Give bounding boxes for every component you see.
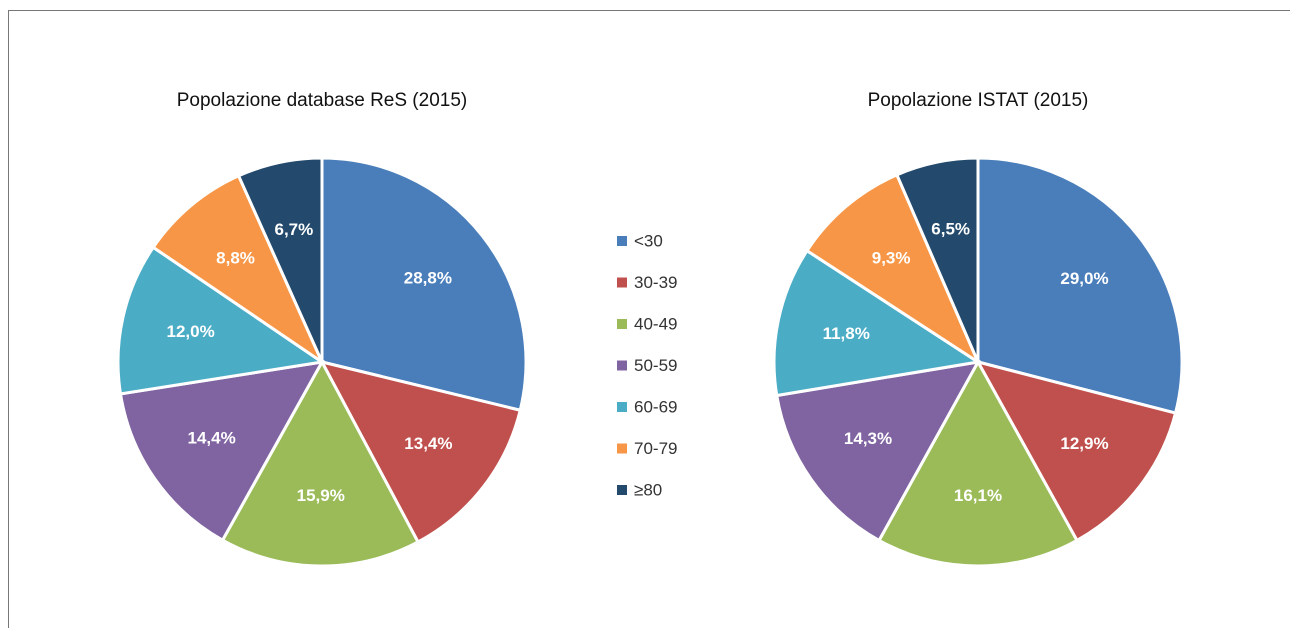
chart-title: Popolazione database ReS (2015) xyxy=(177,90,467,111)
legend-swatch xyxy=(617,319,627,329)
pie-slice xyxy=(976,156,1184,415)
legend-swatch xyxy=(617,443,627,454)
pie-slice xyxy=(894,156,980,363)
value-label: 8,8% xyxy=(216,248,255,267)
pie-slice xyxy=(116,245,326,396)
pie-slice xyxy=(319,359,523,545)
value-label: 15,9% xyxy=(297,486,345,505)
value-label: 14,3% xyxy=(844,429,892,448)
value-label: 12,0% xyxy=(167,322,215,341)
value-label: 12,9% xyxy=(1060,434,1108,453)
pie-slice xyxy=(772,248,983,398)
pie-slice xyxy=(151,173,326,367)
legend-swatch xyxy=(617,485,627,495)
chart-title: Popolazione ISTAT (2015) xyxy=(868,90,1089,111)
pie-slice xyxy=(220,358,421,568)
pie-slice xyxy=(974,359,1178,543)
legend-label: ≥80 xyxy=(634,480,662,499)
value-label: 9,3% xyxy=(872,249,911,268)
value-label: 11,8% xyxy=(823,324,870,343)
pie-slice xyxy=(320,156,528,413)
legend-label: 30-39 xyxy=(634,273,677,292)
legend-swatch xyxy=(617,277,627,288)
legend-label: 70-79 xyxy=(634,439,677,458)
value-label: 14,4% xyxy=(188,429,236,448)
value-label: 16,1% xyxy=(954,486,1002,505)
pie-slice xyxy=(236,156,324,363)
value-label: 28,8% xyxy=(404,268,452,287)
legend-label: 50-59 xyxy=(634,356,677,375)
pie-slice xyxy=(118,360,325,543)
legend-swatch xyxy=(617,402,627,412)
value-label: 13,4% xyxy=(404,434,452,453)
frame xyxy=(8,10,1290,628)
value-label: 6,7% xyxy=(274,220,313,239)
legend-label: <30 xyxy=(634,231,663,250)
legend-swatch xyxy=(617,236,627,246)
value-label: 6,5% xyxy=(931,220,970,239)
value-label: 29,0% xyxy=(1060,269,1108,288)
legend-swatch xyxy=(617,360,627,371)
pie-slice xyxy=(804,172,982,366)
legend-label: 40-49 xyxy=(634,314,677,333)
pie-slice xyxy=(877,358,1079,568)
pie-slice xyxy=(775,360,981,543)
legend-label: 60-69 xyxy=(634,397,677,416)
